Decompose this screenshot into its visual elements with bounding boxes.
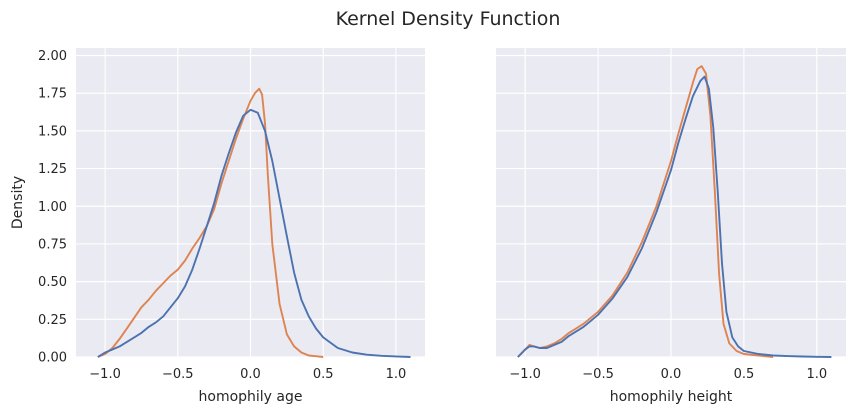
kde-line-blue: [97, 108, 411, 358]
y-tick-label: 0.00: [38, 351, 67, 366]
x-tick-label: −1.0: [89, 367, 121, 382]
y-tick-label: 2.00: [38, 49, 67, 64]
x-tick-label: −1.0: [509, 367, 541, 382]
x-tick-label: −0.5: [162, 367, 194, 382]
x-axis-label: homophily height: [610, 389, 733, 405]
x-axis-label: homophily age: [199, 389, 303, 405]
y-tick-label: 0.75: [38, 237, 67, 252]
x-tick-label: −0.5: [582, 367, 614, 382]
x-tick-label: 1.0: [386, 367, 407, 382]
y-tick-label: 0.50: [38, 275, 67, 290]
y-tick-label: 1.00: [38, 200, 67, 215]
y-tick-label: 0.25: [38, 313, 67, 328]
x-tick-label: 1.0: [806, 367, 827, 382]
y-axis-label: Density: [10, 176, 26, 229]
y-tick-label: 1.50: [38, 124, 67, 139]
panel-homophily-height: −1.0 −0.5 0.0 0.5 1.0 homophily height: [496, 48, 846, 405]
x-tick-label: 0.5: [734, 367, 755, 382]
kde-line-orange: [517, 65, 774, 358]
y-tick-label: 1.75: [38, 87, 67, 102]
figure-title: Kernel Density Function: [336, 8, 561, 30]
y-tick-label: 1.25: [38, 162, 67, 177]
x-tick-label: 0.5: [313, 367, 334, 382]
x-tick-label: 0.0: [240, 367, 261, 382]
panel-homophily-age: −1.0 −0.5 0.0 0.5 1.0 0.00 0.25 0.50 0.75 1.00 1.2…: [10, 48, 425, 405]
kde-line-orange: [97, 87, 324, 358]
x-tick-label: 0.0: [661, 367, 682, 382]
kde-line-blue: [517, 75, 832, 358]
